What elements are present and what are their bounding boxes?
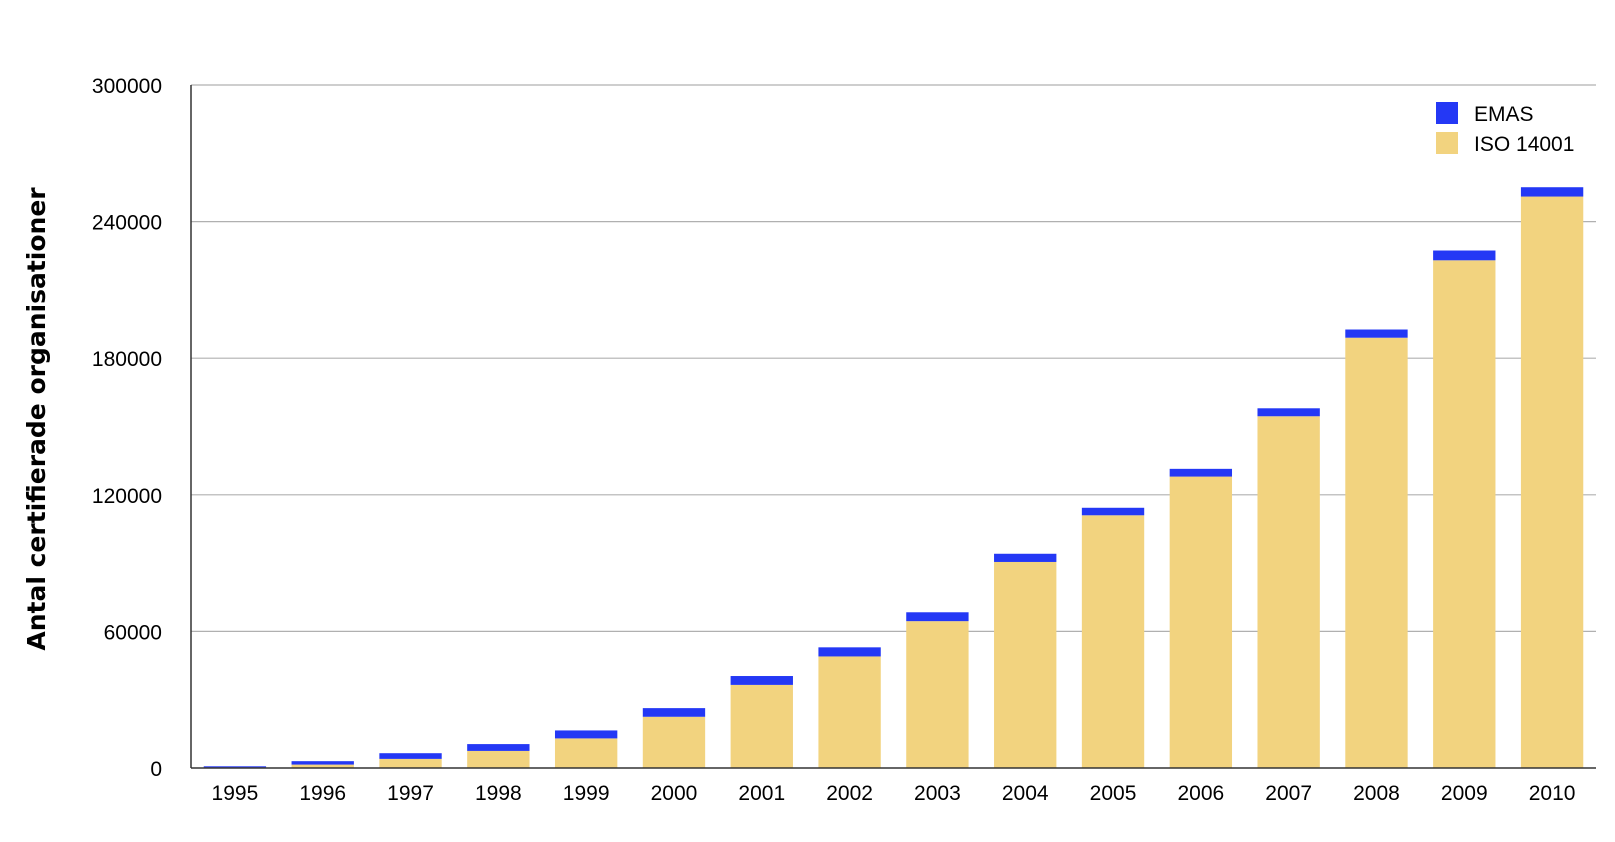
- bar-segment-iso-14001-1996: [291, 764, 354, 768]
- bar-segment-iso-14001-2002: [818, 656, 881, 768]
- x-tick-label: 2010: [1529, 782, 1576, 805]
- bar-segment-iso-14001-2010: [1520, 196, 1584, 769]
- y-tick-label: 0: [150, 758, 162, 781]
- bar-segment-emas-2001: [730, 676, 793, 685]
- x-tick-label: 2002: [826, 782, 873, 805]
- x-tick-label: 1995: [212, 782, 259, 805]
- y-tick-label: 180000: [92, 348, 162, 371]
- x-tick-label: 2000: [651, 782, 698, 805]
- x-tick-label: 1997: [387, 782, 434, 805]
- bar-segment-iso-14001-2001: [730, 684, 793, 768]
- x-tick-labels: 1995 1996 1997 1998 1999 2000 2001 2002 2003 2004…: [212, 782, 1576, 805]
- y-tick-label: 240000: [92, 212, 162, 235]
- x-tick-label: 2008: [1353, 782, 1400, 805]
- bar-segment-emas-1996: [291, 761, 354, 765]
- legend-label: ISO 14001: [1474, 133, 1574, 156]
- bar-segment-emas-1997: [379, 753, 442, 759]
- legend-swatch: [1436, 102, 1458, 124]
- bar-segment-emas-2010: [1520, 187, 1584, 197]
- bar-segment-emas-2007: [1257, 408, 1320, 417]
- x-tick-label: 2001: [738, 782, 785, 805]
- x-tick-label: 2003: [914, 782, 961, 805]
- legend-swatch: [1436, 132, 1458, 154]
- bar-segment-emas-1998: [467, 744, 530, 751]
- x-tick-label: 2005: [1090, 782, 1137, 805]
- legend-label: EMAS: [1474, 103, 1534, 126]
- legend: EMAS ISO 14001: [1436, 102, 1574, 156]
- bar-segment-iso-14001-2007: [1257, 416, 1320, 768]
- bar-segment-iso-14001-1999: [554, 738, 618, 768]
- bar-segment-emas-2003: [906, 612, 969, 622]
- bar-segment-emas-2009: [1433, 250, 1496, 261]
- x-tick-label: 2009: [1441, 782, 1488, 805]
- bar-segment-emas-1999: [554, 730, 618, 739]
- bar-segment-emas-2002: [818, 647, 881, 657]
- bar-segment-iso-14001-2003: [906, 621, 969, 768]
- x-tick-label: 1998: [475, 782, 522, 805]
- bar-segment-iso-14001-2004: [994, 561, 1057, 768]
- bar-segment-emas-2008: [1345, 329, 1408, 338]
- x-tick-label: 2006: [1177, 782, 1224, 805]
- y-axis-title: Antal certifierade organisationer: [22, 187, 51, 651]
- x-tick-label: 2004: [1002, 782, 1049, 805]
- bar-segment-emas-2006: [1169, 468, 1233, 477]
- bars: [203, 187, 1584, 769]
- bar-segment-emas-1995: [203, 766, 267, 768]
- bar-segment-emas-2005: [1081, 507, 1145, 516]
- y-tick-labels: 0 60000 120000 180000 240000 300000: [92, 75, 162, 781]
- bar-segment-iso-14001-2006: [1169, 476, 1233, 768]
- x-tick-label: 1999: [563, 782, 610, 805]
- y-tick-label: 300000: [92, 75, 162, 98]
- bar-segment-emas-2000: [642, 708, 706, 717]
- bar-segment-iso-14001-2009: [1433, 260, 1496, 768]
- y-tick-label: 120000: [92, 485, 162, 508]
- bar-segment-iso-14001-1997: [379, 758, 442, 768]
- x-tick-label: 2007: [1265, 782, 1312, 805]
- bar-segment-iso-14001-2000: [642, 716, 706, 768]
- y-tick-label: 60000: [104, 621, 162, 644]
- bar-segment-iso-14001-1998: [467, 750, 530, 768]
- bar-segment-iso-14001-2005: [1081, 515, 1145, 768]
- bar-segment-iso-14001-2008: [1345, 337, 1408, 768]
- bar-segment-emas-2004: [994, 553, 1057, 562]
- x-tick-label: 1996: [299, 782, 346, 805]
